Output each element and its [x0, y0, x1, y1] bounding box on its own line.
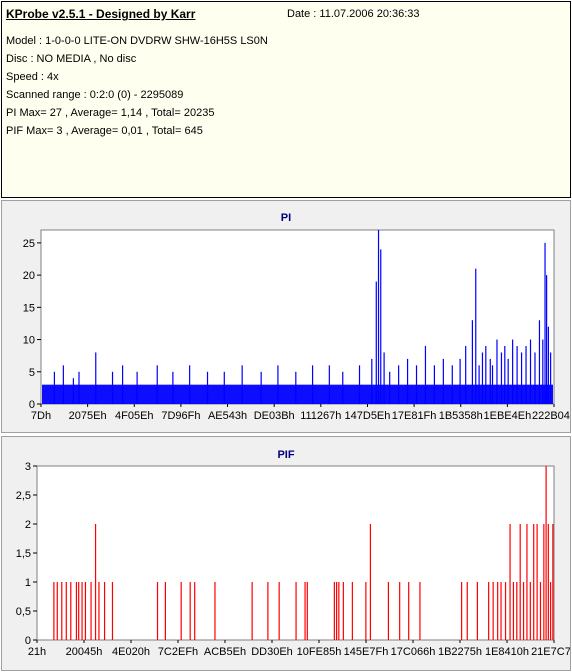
pif-y-tick-label: 2,5 [16, 490, 31, 502]
pif-y-tick-label: 3 [25, 461, 31, 473]
pi-x-tick-label: 2075Eh [69, 410, 107, 422]
app-title: KProbe v2.5.1 - Designed by Karr [6, 7, 196, 21]
pi-x-tick-label: 17E81Fh [392, 410, 437, 422]
pif-x-tick-label: 21E7C7h [531, 646, 570, 658]
pi-stats-line: PI Max= 27 , Average= 1,14 , Total= 2023… [6, 107, 215, 119]
pi-y-tick-label: 25 [23, 238, 35, 250]
model-line: Model : 1-0-0-0 LITE-ON DVDRW SHW-16H5S … [6, 35, 268, 47]
scanned-range-line: Scanned range : 0:2:0 (0) - 2295089 [6, 89, 184, 101]
pif-y-tick-label: 0 [25, 635, 31, 647]
pi-y-tick-label: 20 [23, 270, 35, 282]
pi-x-tick-label: AE543h [208, 410, 247, 422]
pif-x-tick-label: 1E8410h [485, 646, 529, 658]
scan-date: Date : 11.07.2006 20:36:33 [287, 8, 420, 20]
disc-line: Disc : NO MEDIA , No disc [6, 53, 137, 65]
pif-y-tick-label: 2 [25, 519, 31, 531]
pif-x-tick-label: 10FE85h [297, 646, 342, 658]
pi-x-tick-label: 1B5358h [439, 410, 483, 422]
pif-y-tick-label: 0,5 [16, 606, 31, 618]
pif-x-tick-label: 17C066h [391, 646, 436, 658]
pi-baseline-band [42, 384, 553, 404]
pif-stats-line: PIF Max= 3 , Average= 0,01 , Total= 645 [6, 125, 203, 137]
pif-x-tick-label: DD30Eh [251, 646, 293, 658]
pif-x-tick-label: 20045h [66, 646, 103, 658]
info-panel: KProbe v2.5.1 - Designed by Karr Date : … [1, 1, 571, 198]
pi-plot-area [40, 229, 555, 405]
pi-y-tick-label: 10 [23, 335, 35, 347]
pif-x-tick-label: 7C2EFh [158, 646, 198, 658]
pif-y-tick-label: 1,5 [16, 548, 31, 560]
pi-chart-title: PI [281, 212, 291, 224]
pi-x-tick-label: 4F05Eh [115, 410, 154, 422]
pi-y-tick-label: 5 [29, 367, 35, 379]
pif-y-tick-label: 1 [25, 577, 31, 589]
pi-chart-panel: PI 0 5 10 15 20 25 7Dh 2075Eh 4F05Eh 7D96Fh AE543h D… [1, 200, 571, 433]
pif-x-tick-label: 145E7Fh [344, 646, 389, 658]
pif-x-tick-label: ACB5Eh [204, 646, 246, 658]
pi-x-tick-label: 147D5Eh [345, 410, 391, 422]
pi-x-tick-label: 7Dh [31, 410, 51, 422]
pi-x-tick-label: 1EBE4Eh [484, 410, 532, 422]
pif-chart: PIF 0 0,5 1 1,5 2 2,5 3 21h 20045h 4E020h 7C2EFh ACB… [16, 449, 570, 658]
pif-x-tick-label: 1B2275h [438, 646, 482, 658]
pif-x-tick-label: 21h [28, 646, 46, 658]
pif-x-tick-label: 4E020h [112, 646, 150, 658]
pif-chart-title: PIF [277, 449, 294, 461]
pi-x-tick-label: 111267h [300, 410, 341, 422]
pi-chart: PI 0 5 10 15 20 25 7Dh 2075Eh 4F05Eh 7D96Fh AE543h D… [23, 212, 570, 422]
pi-y-tick-label: 0 [29, 399, 35, 411]
speed-line: Speed : 4x [6, 71, 59, 83]
pif-chart-panel: PIF 0 0,5 1 1,5 2 2,5 3 21h 20045h 4E020h 7C2EFh ACB… [1, 436, 571, 671]
pi-x-tick-label: 7D96Fh [161, 410, 200, 422]
pi-y-tick-label: 15 [23, 302, 35, 314]
pi-x-tick-label: 222B04h [532, 410, 570, 422]
pi-x-tick-label: DE03Bh [254, 410, 295, 422]
